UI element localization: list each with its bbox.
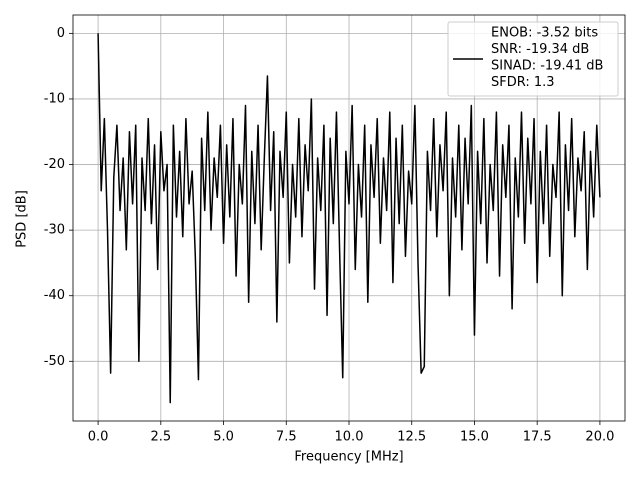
x-tick-label: 20.0 — [585, 430, 614, 445]
legend-label: ENOB: -3.52 bits — [491, 26, 598, 41]
x-tick-label: 5.0 — [213, 430, 234, 445]
x-axis-label: Frequency [MHz] — [294, 450, 403, 465]
legend-label: SFDR: 1.3 — [491, 75, 555, 90]
x-tick-label: 0.0 — [88, 430, 109, 445]
x-tick-label: 7.5 — [276, 430, 297, 445]
y-tick-label: -20 — [44, 157, 65, 172]
y-tick-label: -30 — [44, 223, 65, 238]
x-tick-label: 2.5 — [150, 430, 171, 445]
y-tick-label: -40 — [44, 288, 65, 303]
x-tick-label: 15.0 — [460, 430, 489, 445]
axes-frame — [72, 14, 626, 422]
legend-label: SINAD: -19.41 dB — [491, 59, 603, 74]
legend-box — [447, 21, 619, 97]
y-tick-label: -10 — [44, 91, 65, 106]
x-tick-label: 10.0 — [335, 430, 364, 445]
y-axis-label: PSD [dB] — [15, 190, 30, 248]
x-tick-label: 12.5 — [397, 430, 426, 445]
y-tick-label: -50 — [44, 354, 65, 369]
x-tick-label: 17.5 — [523, 430, 552, 445]
legend-label: SNR: -19.34 dB — [491, 42, 589, 57]
line — [97, 33, 601, 404]
y-tick-label: 0 — [57, 26, 65, 41]
